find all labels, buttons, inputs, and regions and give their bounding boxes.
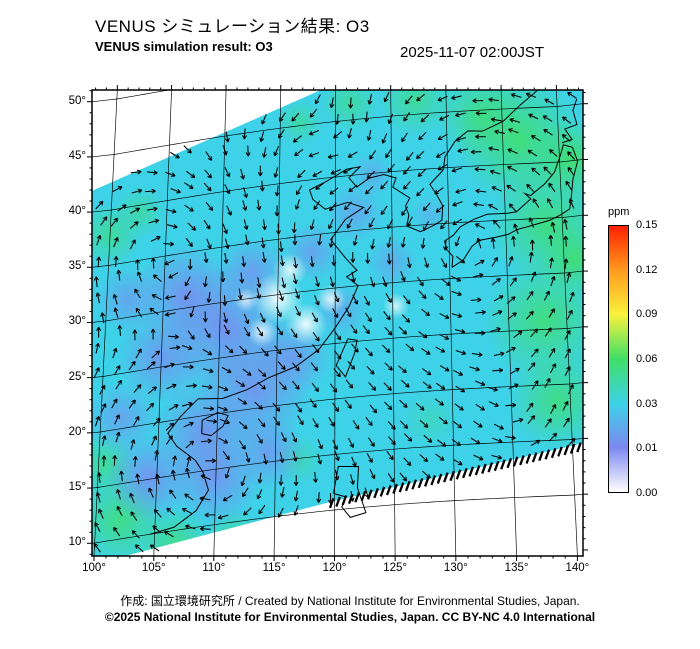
copyright-line: ©2025 National Institute for Environment… — [104, 610, 596, 624]
lon-tick-label: 115° — [262, 562, 286, 574]
colorbar-tick-label: 0.03 — [636, 397, 658, 410]
lon-tick-label: 120° — [322, 562, 347, 574]
lat-tick-label: 35° — [68, 260, 86, 273]
lat-tick-label: 15° — [68, 481, 86, 494]
colorbar-tick-label: 0.12 — [636, 263, 658, 276]
lon-tick-label: 105° — [141, 562, 166, 574]
page-title-japanese: VENUS シミュレーション結果: O3 — [95, 17, 370, 36]
colorbar-tick-label: 0.06 — [636, 353, 658, 365]
lat-tick-label: 20° — [68, 425, 86, 438]
lon-tick-label: 100° — [82, 562, 106, 574]
colorbar-tick-label: 0.09 — [636, 308, 658, 321]
lon-tick-label: 130° — [443, 562, 468, 574]
lon-tick-label: 140° — [565, 562, 590, 574]
lon-tick-label: 125° — [383, 562, 408, 574]
colorbar-gradient — [608, 225, 629, 493]
lon-tick-label: 135° — [504, 562, 529, 574]
lat-tick-label: 10° — [68, 536, 86, 549]
credit-line: 作成: 国立環境研究所 / Created by National Instit… — [120, 594, 580, 608]
lat-tick-label: 40° — [68, 205, 86, 218]
lon-tick-label: 110° — [202, 562, 226, 574]
lat-tick-label: 30° — [68, 315, 86, 328]
colorbar-tick-label: 0.01 — [636, 442, 658, 455]
lat-tick-label: 25° — [68, 370, 86, 383]
lat-tick-label: 45° — [68, 149, 86, 162]
lat-tick-label: 50° — [68, 94, 86, 107]
timestamp: 2025-11-07 02:00JST — [400, 44, 544, 61]
colorbar-tick-label: 0.00 — [636, 487, 658, 499]
page-subtitle-english: VENUS simulation result: O3 — [95, 39, 273, 54]
colorbar-tick-label: 0.15 — [636, 219, 658, 231]
colorbar-unit-label: ppm — [608, 206, 630, 218]
